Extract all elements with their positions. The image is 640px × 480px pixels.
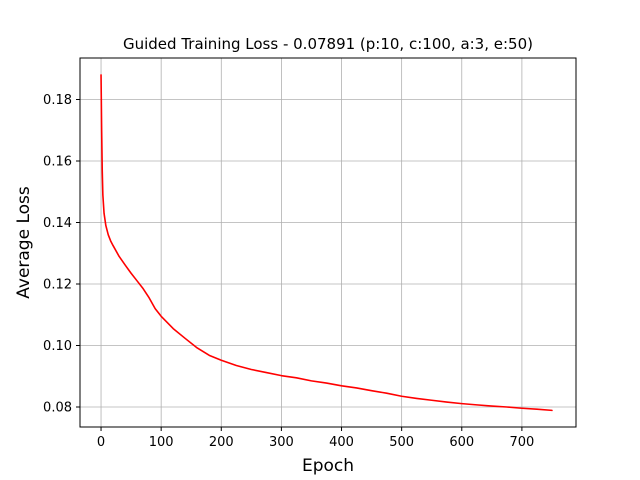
axes-frame (79, 57, 577, 428)
x-tick-label: 700 (509, 435, 534, 450)
series-layer (100, 74, 553, 412)
x-tick-label: 300 (269, 435, 294, 450)
y-tick-label: 0.10 (43, 339, 72, 354)
loss-series-line (100, 74, 553, 412)
y-tick-label: 0.08 (43, 401, 72, 416)
x-tick-label: 600 (449, 435, 474, 450)
x-tick-label: 400 (329, 435, 354, 450)
grid (80, 58, 576, 427)
x-tick-label: 500 (389, 435, 414, 450)
x-tick-label: 200 (209, 435, 234, 450)
y-tick-label: 0.14 (43, 216, 72, 231)
y-axis-label: Average Loss (14, 186, 34, 299)
x-tick-label: 100 (149, 435, 174, 450)
x-axis-label: Epoch (302, 456, 354, 476)
ticks: 0 100 200 300 400 500 600 700 0.08 0.10 0.12 0.14 0.… (43, 93, 534, 450)
chart-title: Guided Training Loss - 0.07891 (p:10, c:… (123, 35, 533, 53)
y-tick-label: 0.12 (43, 278, 72, 293)
x-tick-label: 0 (97, 435, 105, 450)
y-tick-label: 0.18 (43, 93, 72, 108)
y-tick-label: 0.16 (43, 155, 72, 170)
